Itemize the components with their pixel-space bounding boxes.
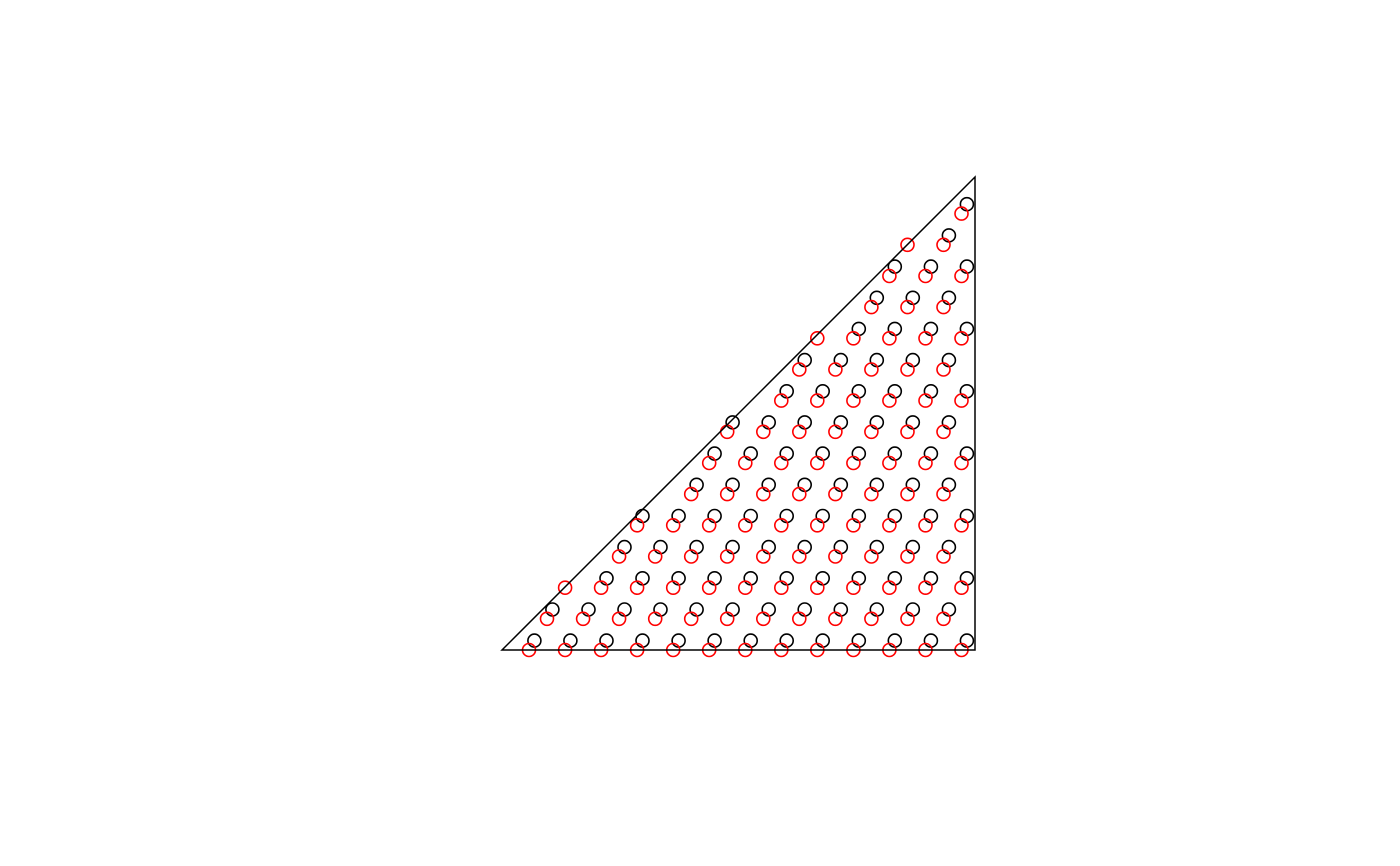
- red-grid-point: [719, 549, 735, 564]
- red-grid-point: [900, 237, 915, 253]
- red-grid-point: [737, 580, 753, 596]
- red-grid-point: [683, 486, 699, 502]
- red-grid-point: [629, 517, 645, 533]
- red-grid-point: [665, 517, 681, 533]
- red-grid-point: [773, 455, 789, 471]
- red-grid-point: [918, 393, 933, 408]
- red-grid-point: [882, 455, 897, 471]
- red-grid-point: [918, 330, 933, 346]
- red-grid-point: [701, 455, 717, 471]
- red-grid-point: [936, 549, 951, 564]
- red-grid-point: [936, 362, 951, 377]
- red-grid-point: [846, 580, 861, 596]
- red-grid-point: [954, 330, 969, 346]
- red-grid-point: [683, 611, 699, 627]
- red-grid-point: [791, 486, 807, 502]
- red-grid-point: [828, 424, 843, 440]
- red-grid-point: [954, 455, 969, 471]
- red-grid-point: [846, 455, 861, 471]
- red-grid-point: [701, 517, 717, 533]
- red-grid-point: [828, 362, 843, 377]
- red-grid-point: [936, 424, 951, 440]
- red-grid-point: [954, 206, 969, 221]
- red-grid-point: [864, 362, 879, 377]
- red-grid-point: [846, 393, 861, 408]
- red-grid-point: [900, 549, 915, 564]
- red-grid-point: [773, 393, 789, 408]
- red-grid-point: [936, 486, 951, 502]
- red-grid-point: [918, 580, 933, 596]
- series-red-grid: [521, 206, 969, 658]
- red-grid-point: [791, 611, 807, 627]
- red-grid-point: [882, 268, 897, 284]
- red-grid-point: [539, 611, 555, 627]
- red-grid-point: [918, 517, 933, 533]
- red-grid-point: [864, 549, 879, 564]
- red-grid-point: [936, 237, 951, 253]
- red-grid-point: [755, 611, 771, 627]
- red-grid-point: [954, 393, 969, 408]
- red-grid-point: [882, 330, 897, 346]
- red-grid-point: [737, 455, 753, 471]
- points-layer: [521, 196, 975, 658]
- red-grid-point: [864, 486, 879, 502]
- red-grid-point: [900, 611, 915, 627]
- red-grid-point: [846, 330, 861, 346]
- red-grid-point: [719, 486, 735, 502]
- red-grid-point: [557, 580, 573, 596]
- red-grid-point: [918, 268, 933, 284]
- red-grid-point: [954, 517, 969, 533]
- red-grid-point: [900, 486, 915, 502]
- red-grid-point: [701, 580, 717, 596]
- red-grid-point: [611, 549, 627, 564]
- red-grid-point: [882, 580, 897, 596]
- red-grid-point: [773, 580, 789, 596]
- red-grid-point: [918, 455, 933, 471]
- red-grid-point: [719, 611, 735, 627]
- red-grid-point: [882, 393, 897, 408]
- red-grid-point: [809, 393, 825, 408]
- triangle-boundary: [500, 175, 976, 651]
- red-grid-point: [809, 580, 825, 596]
- red-grid-point: [828, 486, 843, 502]
- red-grid-point: [791, 549, 807, 564]
- red-grid-point: [864, 299, 879, 315]
- red-grid-point: [900, 299, 915, 315]
- red-grid-point: [665, 580, 681, 596]
- red-grid-point: [900, 424, 915, 440]
- red-grid-point: [828, 549, 843, 564]
- red-grid-point: [593, 580, 609, 596]
- red-grid-point: [737, 517, 753, 533]
- red-grid-point: [755, 549, 771, 564]
- red-grid-point: [773, 517, 789, 533]
- red-grid-point: [936, 299, 951, 315]
- red-grid-point: [846, 517, 861, 533]
- red-grid-point: [954, 580, 969, 596]
- red-grid-point: [629, 580, 645, 596]
- series-black-grid: [527, 196, 975, 648]
- red-grid-point: [791, 362, 807, 377]
- red-grid-point: [900, 362, 915, 377]
- red-grid-point: [755, 424, 771, 440]
- red-grid-point: [575, 611, 591, 627]
- red-grid-point: [864, 424, 879, 440]
- red-grid-point: [882, 517, 897, 533]
- red-grid-point: [809, 330, 825, 346]
- red-grid-point: [954, 268, 969, 284]
- red-grid-point: [755, 486, 771, 502]
- red-grid-point: [828, 611, 843, 627]
- red-grid-point: [936, 611, 951, 627]
- red-grid-point: [809, 455, 825, 471]
- red-grid-point: [809, 517, 825, 533]
- red-grid-point: [864, 611, 879, 627]
- red-grid-point: [647, 549, 663, 564]
- red-grid-point: [647, 611, 663, 627]
- red-grid-point: [791, 424, 807, 440]
- red-grid-point: [611, 611, 627, 627]
- red-grid-point: [683, 549, 699, 564]
